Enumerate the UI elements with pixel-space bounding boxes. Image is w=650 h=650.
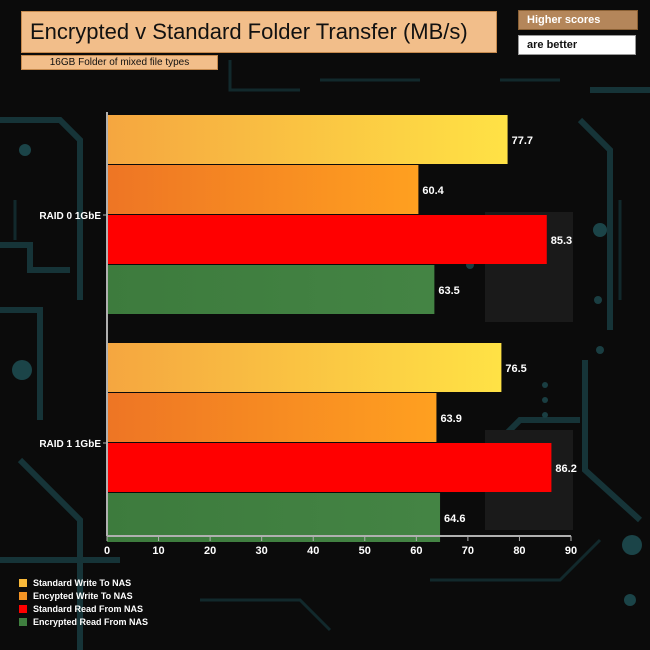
legend-label-encrypted-read: Encrypted Read From NAS xyxy=(33,616,149,627)
x-tick-label-20: 20 xyxy=(204,545,216,557)
x-tick-label-10: 10 xyxy=(152,545,164,557)
bar-standard-write-2 xyxy=(107,343,502,392)
category-label-1: RAID 0 1GbE xyxy=(39,211,101,222)
data-label-encrypted-write-1: 60.4 xyxy=(422,185,444,197)
data-label-encrypted-write-2: 63.9 xyxy=(440,413,461,425)
x-tick-label-40: 40 xyxy=(307,545,319,557)
bar-standard-read-2 xyxy=(107,443,552,492)
bar-standard-read-1 xyxy=(107,215,547,264)
chart-subtitle: 16GB Folder of mixed file types xyxy=(21,55,218,70)
x-tick-label-50: 50 xyxy=(359,545,371,557)
bar-standard-write-1 xyxy=(107,115,508,164)
legend-item-standard-read: Standard Read From NAS xyxy=(19,602,148,615)
x-tick-label-70: 70 xyxy=(462,545,474,557)
x-tick-label-80: 80 xyxy=(513,545,525,557)
are-better-note: are better xyxy=(518,35,636,55)
bar-encrypted-read-2 xyxy=(107,493,441,542)
data-label-encrypted-read-2: 64.6 xyxy=(444,513,465,525)
legend-label-encrypted-write: Encypted Write To NAS xyxy=(33,590,133,601)
chart-title: Encrypted v Standard Folder Transfer (MB… xyxy=(21,11,497,53)
legend-label-standard-read: Standard Read From NAS xyxy=(33,603,144,614)
bar-encrypted-write-2 xyxy=(107,393,437,442)
higher-scores-note: Higher scores xyxy=(518,10,638,30)
legend-swatch-standard-write xyxy=(19,578,27,587)
x-tick-label-30: 30 xyxy=(256,545,268,557)
x-tick-label-0: 0 xyxy=(104,545,110,557)
data-label-standard-write-2: 76.5 xyxy=(505,363,526,375)
legend-item-standard-write: Standard Write To NAS xyxy=(19,576,148,589)
bar-encrypted-read-1 xyxy=(107,265,435,314)
legend-item-encrypted-read: Encrypted Read From NAS xyxy=(19,615,148,628)
legend-item-encrypted-write: Encypted Write To NAS xyxy=(19,589,148,602)
x-tick-label-90: 90 xyxy=(565,545,577,557)
data-label-encrypted-read-1: 63.5 xyxy=(438,285,459,297)
legend-label-standard-write: Standard Write To NAS xyxy=(33,577,132,588)
bar-encrypted-write-1 xyxy=(107,165,419,214)
legend-swatch-standard-read xyxy=(19,604,27,613)
legend-swatch-encrypted-write xyxy=(19,591,27,600)
data-label-standard-write-1: 77.7 xyxy=(512,135,533,147)
data-label-standard-read-2: 86.2 xyxy=(555,463,576,475)
category-label-2: RAID 1 1GbE xyxy=(39,439,101,450)
legend-swatch-encrypted-read xyxy=(19,617,27,626)
legend: Standard Write To NAS Encypted Write To … xyxy=(19,576,148,628)
data-label-standard-read-1: 85.3 xyxy=(551,235,572,247)
x-tick-label-60: 60 xyxy=(410,545,422,557)
